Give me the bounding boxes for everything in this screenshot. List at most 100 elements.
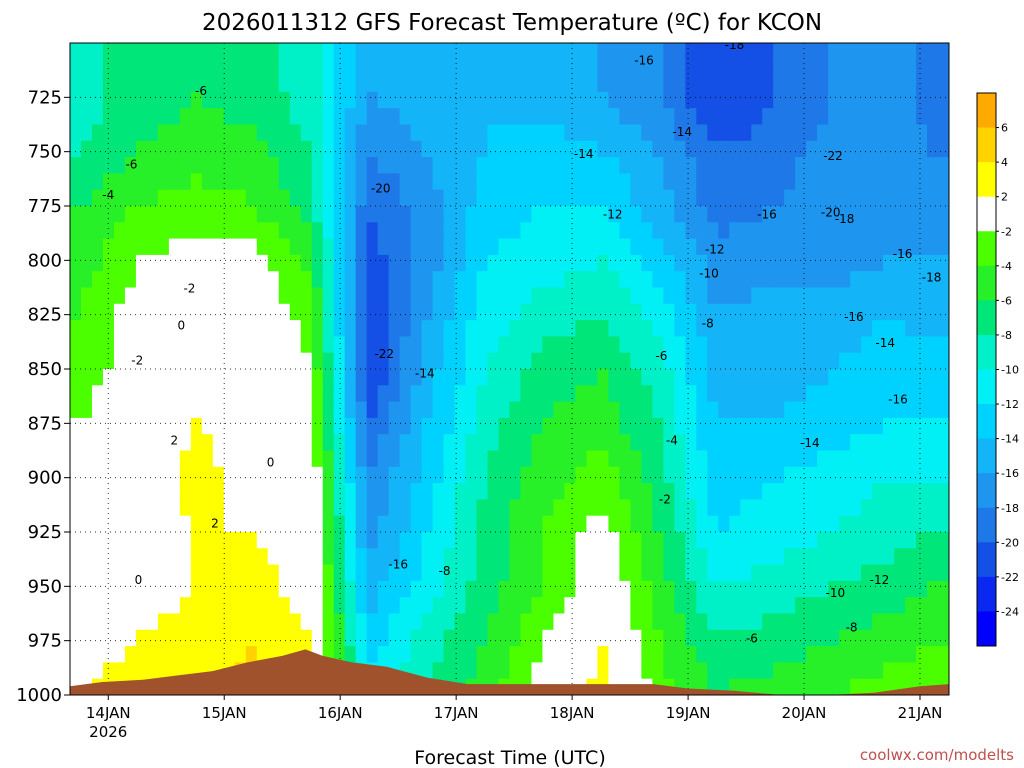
heatmap-cell (586, 189, 598, 207)
heatmap-cell (113, 189, 126, 207)
heatmap-cell (432, 369, 445, 386)
colorbar-tick-label: -12 (1001, 398, 1019, 411)
heatmap-cell (916, 369, 928, 386)
heatmap-cell (828, 466, 840, 484)
heatmap-cell (872, 483, 884, 500)
heatmap-cell (355, 254, 368, 272)
heatmap-cell (443, 450, 456, 468)
heatmap-cell (817, 91, 829, 109)
heatmap-cell (663, 532, 675, 549)
heatmap-cell (927, 580, 939, 598)
heatmap-cell (355, 287, 368, 305)
heatmap-cell (916, 597, 928, 615)
heatmap-cell (872, 629, 884, 647)
heatmap-cell (179, 532, 192, 549)
heatmap-cell (300, 287, 313, 305)
x-tick-label: 20JAN (782, 704, 827, 722)
heatmap-cell (410, 222, 423, 240)
heatmap-cell (652, 662, 664, 680)
heatmap-cell (366, 59, 379, 77)
heatmap-cell (696, 222, 708, 240)
heatmap-cell (190, 466, 203, 484)
heatmap-cell (564, 597, 577, 615)
heatmap-cell (399, 417, 412, 435)
heatmap-cell (113, 43, 126, 60)
heatmap-cell (70, 369, 82, 386)
heatmap-cell (344, 629, 357, 647)
heatmap-cell (850, 206, 862, 223)
heatmap-cell (663, 564, 675, 582)
heatmap-cell (905, 564, 917, 582)
heatmap-cell (465, 401, 478, 419)
heatmap-cell (234, 254, 247, 272)
heatmap-cell (883, 124, 895, 142)
heatmap-cell (498, 662, 511, 680)
heatmap-cell (531, 287, 544, 305)
heatmap-cell (894, 271, 906, 289)
heatmap-cell (872, 173, 884, 191)
credit-link[interactable]: coolwx.com/modelts (860, 746, 1014, 764)
heatmap-cell (267, 303, 280, 321)
heatmap-cell (91, 483, 104, 500)
heatmap-cell (443, 43, 456, 60)
heatmap-cell (333, 564, 346, 582)
heatmap-cell (608, 254, 620, 272)
heatmap-cell (454, 303, 467, 321)
heatmap-cell (850, 597, 862, 615)
heatmap-cell (454, 466, 467, 484)
heatmap-cell (740, 499, 752, 517)
heatmap-cell (828, 629, 840, 647)
heatmap-cell (729, 629, 741, 647)
heatmap-cell (443, 532, 456, 549)
colorbar-swatch (977, 127, 996, 163)
heatmap-cell (916, 238, 928, 256)
heatmap-cell (509, 401, 522, 419)
heatmap-cell (124, 369, 137, 386)
heatmap-cell (619, 222, 631, 240)
heatmap-cell (641, 532, 653, 549)
heatmap-cell (322, 646, 335, 663)
heatmap-cell (432, 434, 445, 452)
heatmap-cell (454, 238, 467, 256)
heatmap-cell (806, 450, 818, 468)
heatmap-cell (641, 124, 653, 142)
heatmap-cell (245, 254, 258, 272)
heatmap-cell (883, 369, 895, 386)
heatmap-cell (179, 499, 192, 517)
heatmap-cell (564, 401, 577, 419)
heatmap-cell (212, 320, 225, 337)
heatmap-cell (542, 532, 555, 549)
heatmap-cell (784, 254, 796, 272)
heatmap-cell (443, 646, 456, 663)
heatmap-cell (784, 662, 796, 680)
heatmap-cell (729, 287, 741, 305)
heatmap-cell (223, 91, 236, 109)
heatmap-cell (619, 124, 631, 142)
heatmap-cell (773, 124, 785, 142)
heatmap-cell (91, 206, 104, 223)
heatmap-cell (784, 271, 796, 289)
heatmap-cell (443, 124, 456, 142)
heatmap-cell (619, 401, 631, 419)
heatmap-cell (212, 499, 225, 517)
heatmap-cell (641, 140, 653, 158)
heatmap-cell (476, 662, 489, 680)
heatmap-cell (586, 157, 598, 174)
heatmap-cell (795, 336, 807, 354)
heatmap-cell (806, 108, 818, 126)
heatmap-cell (388, 59, 401, 77)
heatmap-cell (300, 206, 313, 223)
heatmap-cell (938, 466, 949, 484)
heatmap-cell (476, 401, 489, 419)
heatmap-cell (388, 173, 401, 191)
heatmap-cell (641, 43, 653, 60)
heatmap-cell (839, 320, 851, 337)
heatmap-cell (740, 189, 752, 207)
heatmap-cell (872, 320, 884, 337)
heatmap-cell (905, 189, 917, 207)
heatmap-cell (421, 43, 434, 60)
heatmap-cell (861, 466, 873, 484)
heatmap-cell (399, 352, 412, 370)
heatmap-cell (729, 678, 741, 695)
heatmap-cell (773, 629, 785, 647)
